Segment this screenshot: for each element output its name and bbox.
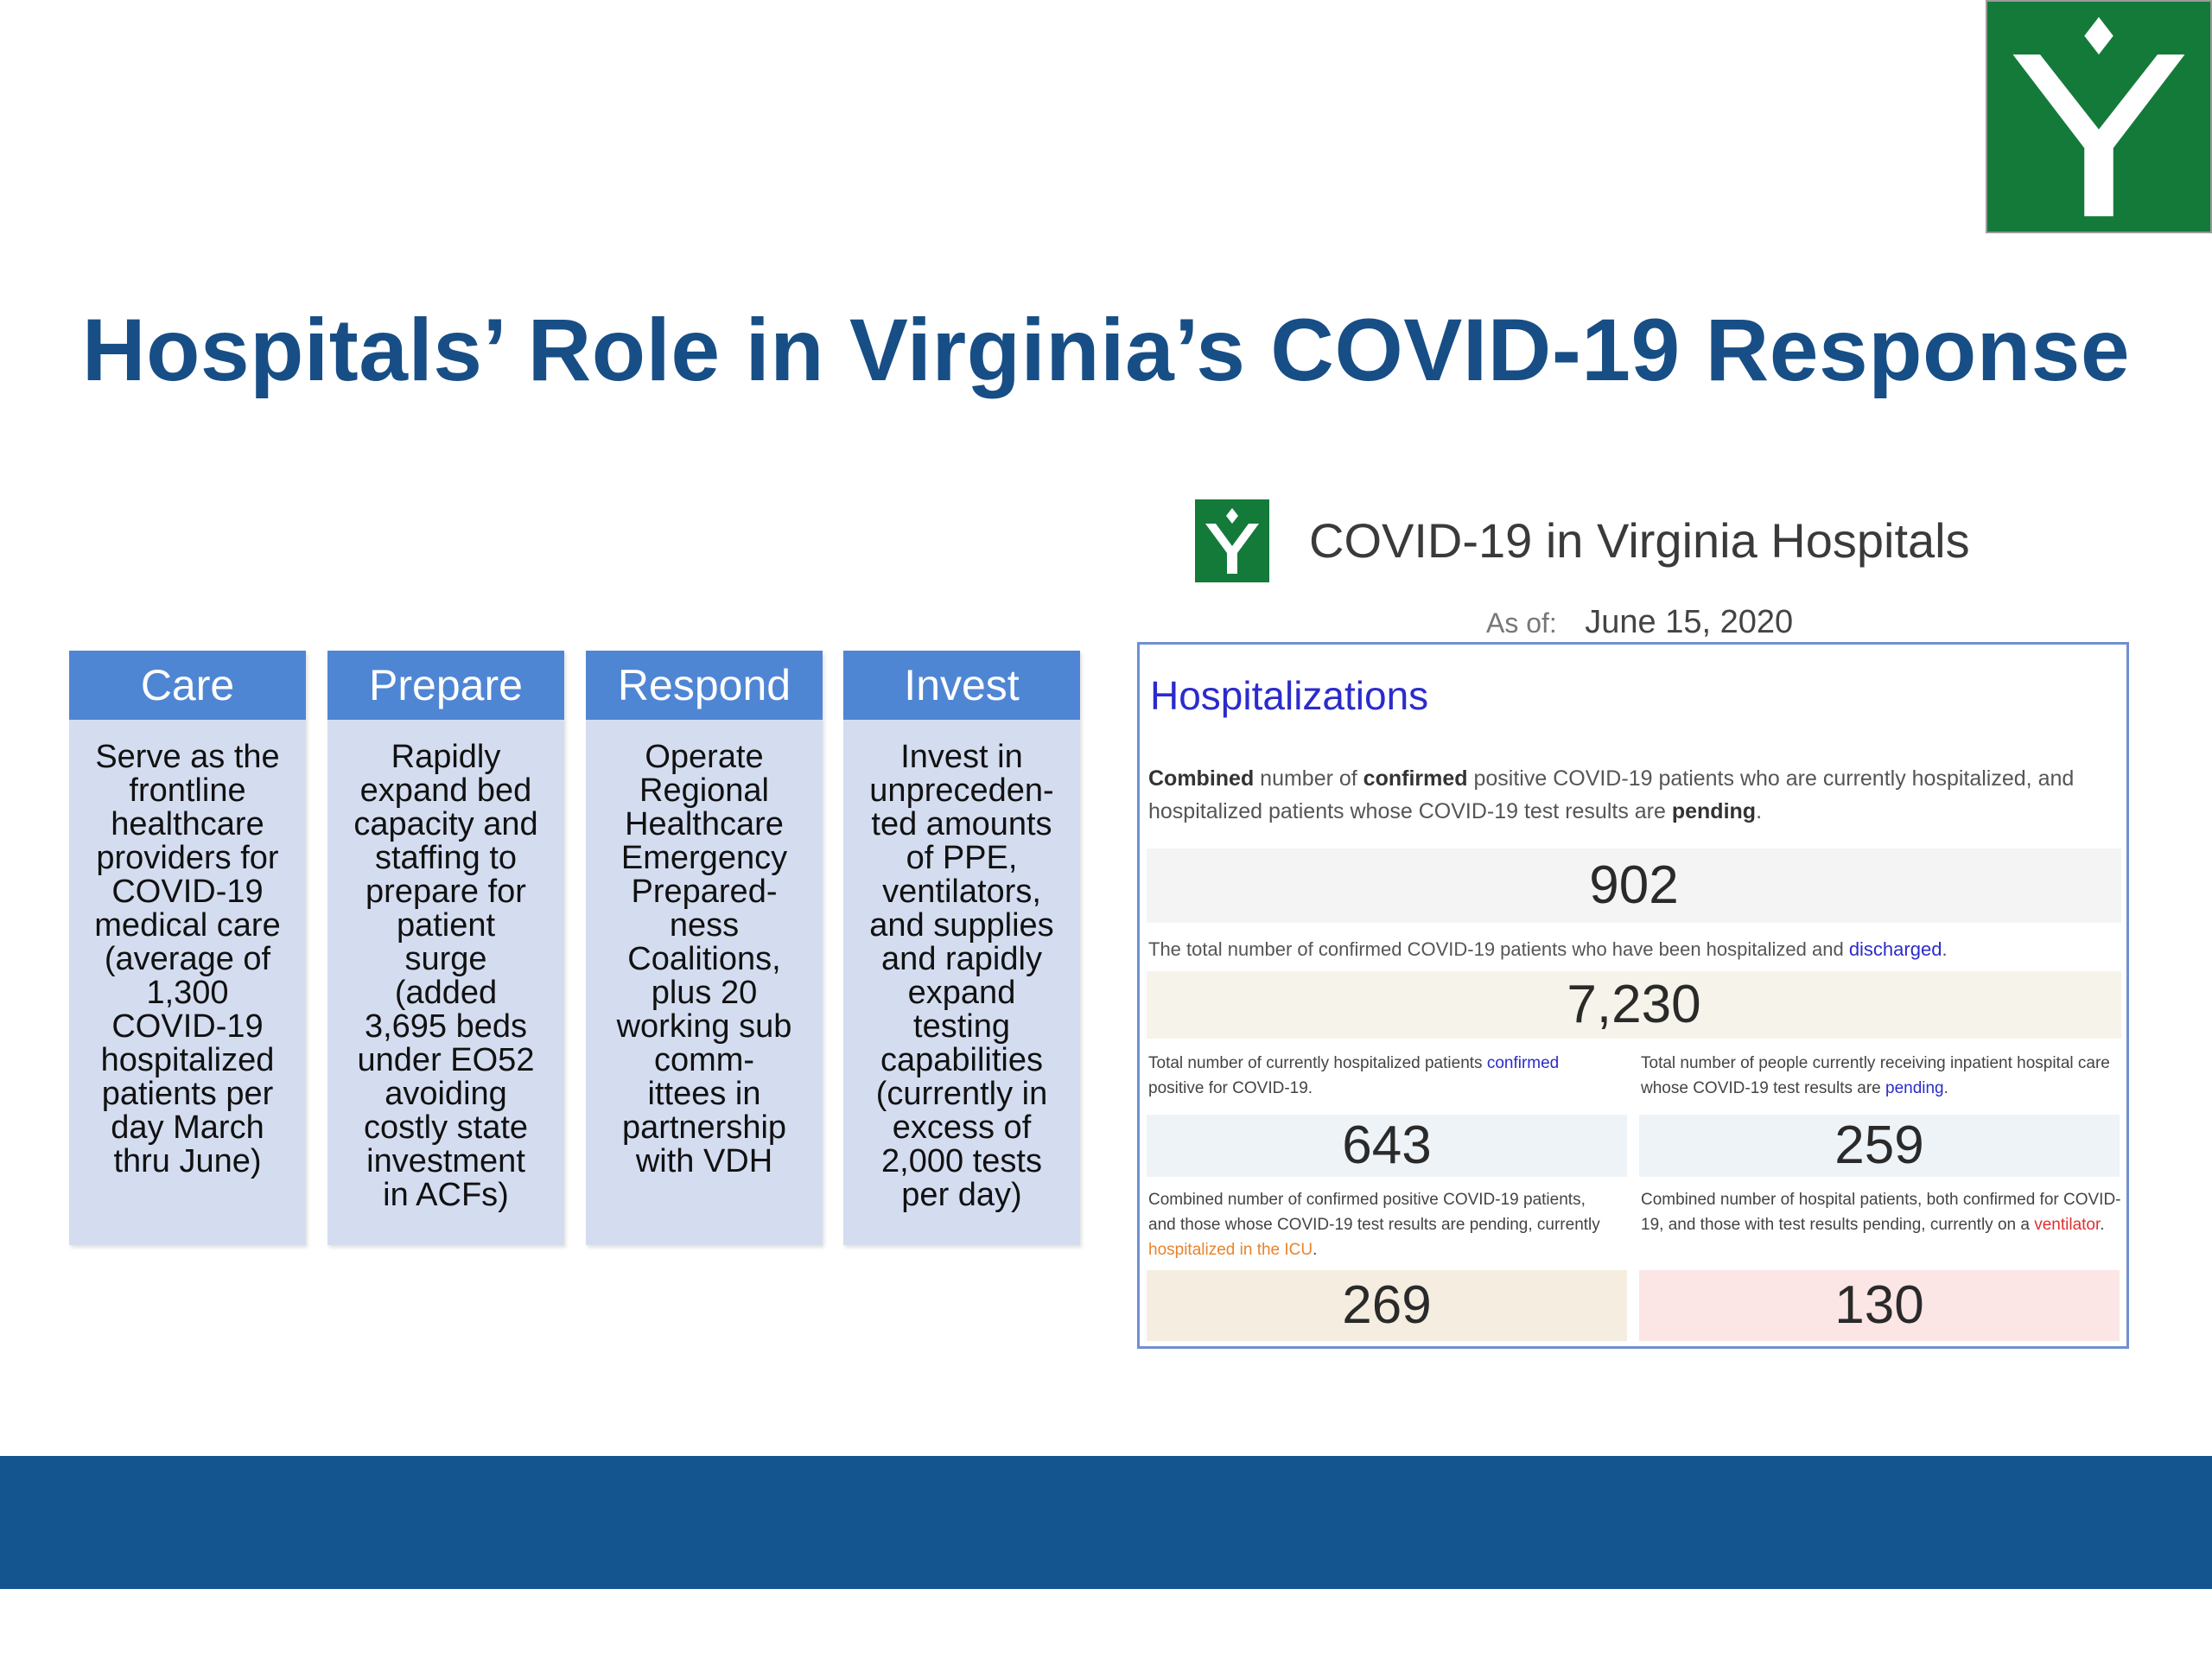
pillar-line: 1,300	[146, 975, 229, 1011]
pillar-line: investment	[366, 1143, 525, 1179]
pillar-line: expand	[907, 975, 1016, 1011]
pillar-line: capabilities	[880, 1042, 1043, 1078]
pillar-care: Care Serve as the frontline healthcare p…	[69, 651, 306, 1245]
pillar-line: COVID-19	[111, 1008, 264, 1045]
pillar-line: excess of	[892, 1109, 1032, 1146]
pillar-line: Operate	[645, 739, 764, 775]
pillar-line: costly state	[363, 1109, 529, 1146]
pillar-care-title: Care	[69, 651, 306, 720]
pillar-respond-text: Operate Regional Healthcare Emergency Pr…	[586, 720, 823, 1179]
pillar-line: hospitalized	[100, 1042, 275, 1078]
pending-value: 259	[1639, 1115, 2120, 1177]
pillar-respond: Respond Operate Regional Healthcare Emer…	[586, 651, 823, 1245]
confirmed-description: Total number of currently hospitalized p…	[1148, 1054, 1560, 1097]
as-of-line: As of: June 15, 2020	[1486, 601, 1793, 651]
dashboard-logo	[1195, 499, 1269, 582]
pillar-line: ness	[669, 907, 740, 944]
pillar-prepare-title: Prepare	[327, 651, 564, 720]
pillar-invest: Invest Invest in unpreceden- ted amounts…	[843, 651, 1080, 1245]
slide-title: Hospitals’ Role in Virginia’s COVID-19 R…	[81, 301, 2131, 399]
pillar-line: thru June)	[113, 1143, 262, 1179]
pillar-line: Emergency	[620, 840, 788, 876]
discharged-description: The total number of confirmed COVID-19 p…	[1148, 938, 1948, 960]
ventilator-description: Combined number of hospital patients, bo…	[1641, 1191, 2121, 1234]
pillar-line: frontline	[129, 772, 246, 809]
hospitalized-value: 902	[1147, 849, 2121, 923]
pillar-line: ted amounts	[871, 806, 1052, 842]
pillar-line: prepare for	[365, 874, 526, 910]
pillar-line: patients per	[101, 1076, 274, 1112]
pillar-line: medical care	[94, 907, 281, 944]
pillar-line: day March	[111, 1109, 264, 1146]
pillar-line: with VDH	[635, 1143, 773, 1179]
pillar-line: patient	[396, 907, 496, 944]
pillar-line: and supplies	[869, 907, 1054, 944]
vhha-logo	[1986, 0, 2212, 233]
dashboard-title: COVID-19 in Virginia Hospitals	[1309, 513, 1970, 568]
pillar-line: under EO52	[357, 1042, 535, 1078]
confirmed-value: 643	[1147, 1115, 1627, 1177]
pillar-line: testing	[913, 1008, 1010, 1045]
pillar-line: and rapidly	[881, 941, 1042, 977]
pillar-line: COVID-19	[111, 874, 264, 910]
discharged-value: 7,230	[1147, 971, 2121, 1039]
pillar-line: working sub	[616, 1008, 792, 1045]
pillar-line: comm-	[653, 1042, 755, 1078]
pillar-respond-title: Respond	[586, 651, 823, 720]
pillar-line: Invest in	[900, 739, 1023, 775]
pillar-line: ventilators,	[882, 874, 1041, 910]
pillar-line: Serve as the	[95, 739, 280, 775]
pillar-line: (average of	[104, 941, 271, 977]
pillar-line: partnership	[621, 1109, 787, 1146]
pillar-line: staffing to	[374, 840, 518, 876]
pillar-line: avoiding	[385, 1076, 507, 1112]
icu-value: 269	[1147, 1270, 1627, 1341]
icu-description: Combined number of confirmed positive CO…	[1148, 1191, 1600, 1259]
pillar-line: Healthcare	[625, 806, 784, 842]
pillar-line: Rapidly	[391, 739, 501, 775]
pillar-line: 3,695 beds	[364, 1008, 528, 1045]
as-of-date: June 15, 2020	[1585, 604, 1794, 640]
y-logo-icon	[1205, 508, 1259, 574]
panel-heading: Hospitalizations	[1150, 673, 1429, 718]
pending-description: Total number of people currently receivi…	[1641, 1054, 2110, 1097]
hospitalized-description: Combined number of confirmed positive CO…	[1148, 766, 2075, 823]
pillar-line: expand bed	[359, 772, 532, 809]
pillar-line: ittees in	[647, 1076, 761, 1112]
y-logo-icon	[2012, 16, 2185, 217]
pillar-line: Coalitions,	[627, 941, 781, 977]
pillar-line: unpreceden-	[869, 772, 1054, 809]
pillar-line: providers for	[96, 840, 279, 876]
pillar-line: per day)	[901, 1177, 1022, 1213]
pillar-line: healthcare	[111, 806, 264, 842]
pillar-line: Regional	[639, 772, 769, 809]
pillar-line: plus 20	[651, 975, 758, 1011]
pillar-invest-title: Invest	[843, 651, 1080, 720]
pillar-line: capacity and	[353, 806, 538, 842]
as-of-label: As of:	[1486, 607, 1557, 639]
pillar-line: Prepared-	[631, 874, 778, 910]
ventilator-value: 130	[1639, 1270, 2120, 1341]
pillar-line: surge	[404, 941, 487, 977]
pillar-line: (added	[394, 975, 498, 1011]
pillar-line: (currently in	[875, 1076, 1048, 1112]
pillar-line: in ACFs)	[383, 1177, 509, 1213]
footer-band	[0, 1456, 2212, 1589]
pillar-line: 2,000 tests	[881, 1143, 1042, 1179]
pillar-prepare-text: Rapidly expand bed capacity and staffing…	[327, 720, 564, 1212]
pillar-prepare: Prepare Rapidly expand bed capacity and …	[327, 651, 564, 1245]
pillar-invest-text: Invest in unpreceden- ted amounts of PPE…	[843, 720, 1080, 1212]
pillar-line: of PPE,	[906, 840, 1018, 876]
hospitalizations-panel: Hospitalizations Combined number of conf…	[1137, 642, 2129, 1349]
pillar-care-text: Serve as the frontline healthcare provid…	[69, 720, 306, 1179]
